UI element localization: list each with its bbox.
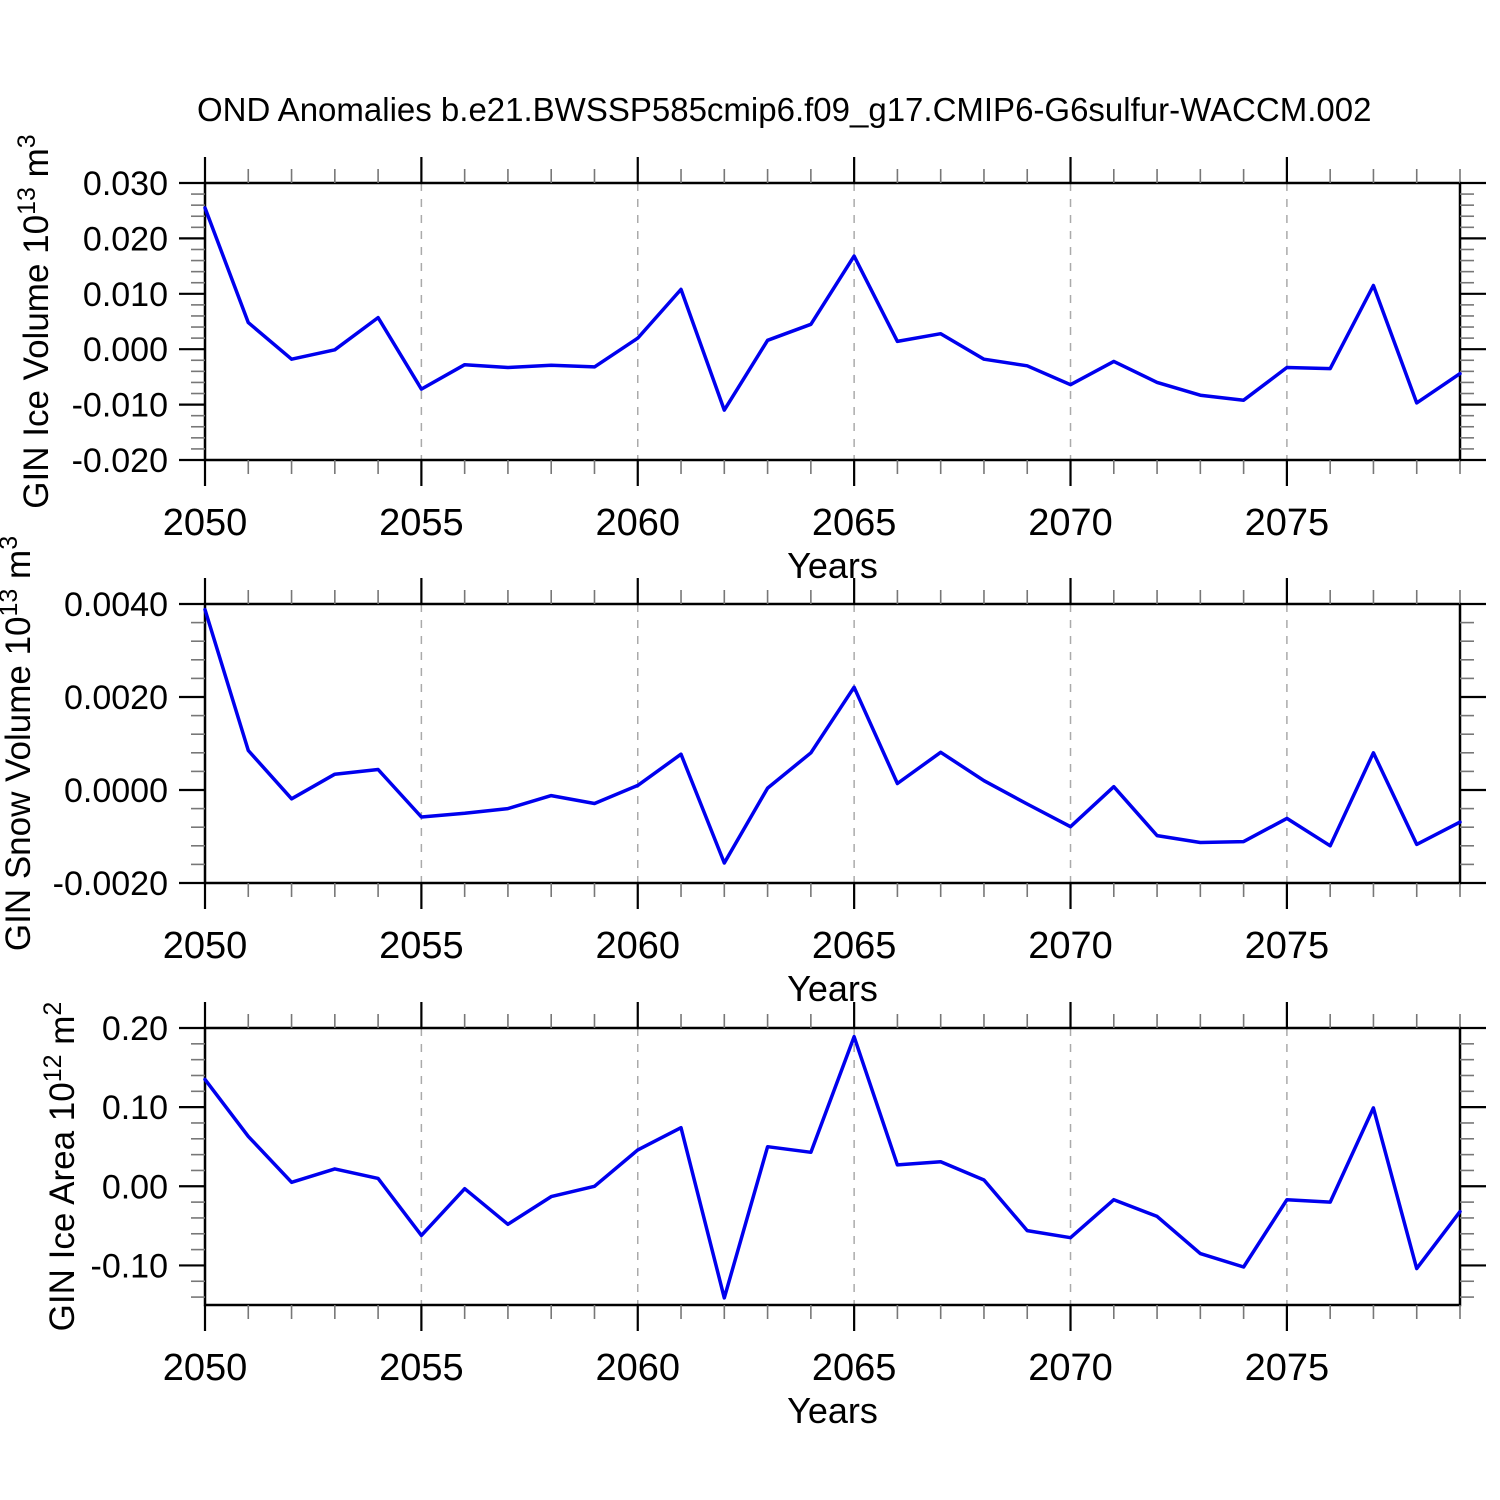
gin-snow-volume-line (203, 607, 1462, 865)
xtick-label-2060: 2060 (595, 502, 680, 544)
ytick-label: 0.0000 (64, 772, 168, 810)
ytick-label: 0.030 (83, 165, 168, 203)
xtick-label-2050: 2050 (163, 502, 248, 544)
xaxis-title: Years (787, 1390, 878, 1431)
yaxis-title: GIN Snow Volume 1013 m3 (0, 536, 38, 951)
xaxis-title: Years (787, 545, 878, 586)
xtick-label-2060: 2060 (595, 1347, 680, 1389)
ytick-label: 0.010 (83, 276, 168, 314)
xtick-label-2070: 2070 (1028, 502, 1113, 544)
ytick-label: -0.010 (72, 387, 168, 425)
ytick-label: 0.20 (102, 1010, 168, 1048)
chart-title: OND Anomalies b.e21.BWSSP585cmip6.f09_g1… (197, 91, 1371, 128)
xtick-label-2065: 2065 (812, 925, 897, 967)
ytick-label: -0.020 (72, 442, 168, 480)
xtick-label-2055: 2055 (379, 925, 464, 967)
plot-frame (203, 1026, 1462, 1307)
xaxis-title: Years (787, 968, 878, 1009)
xtick-label-2075: 2075 (1245, 502, 1330, 544)
ytick-label: 0.10 (102, 1089, 168, 1127)
gin-snow-volume-panel: 0.0040 0.0020 0.0000 -0.0020 2050 2055 2060 206… (0, 536, 1486, 1009)
plot-frame (203, 602, 1462, 885)
yaxis-title: GIN Ice Volume 1013 m3 (13, 134, 56, 508)
xtick-label-2075: 2075 (1245, 1347, 1330, 1389)
xtick-label-2070: 2070 (1028, 925, 1113, 967)
panels-group: 0.030 0.020 0.010 0.000 -0.010 -0.020 2050 2055… (0, 134, 1486, 1431)
gin-ice-volume-line (203, 206, 1462, 412)
ytick-label: 0.0020 (64, 679, 168, 717)
ytick-label: 0.020 (83, 220, 168, 258)
ytick-label: 0.0040 (64, 586, 168, 624)
xtick-label-2070: 2070 (1028, 1347, 1113, 1389)
xtick-label-2055: 2055 (379, 1347, 464, 1389)
xtick-label-2060: 2060 (595, 925, 680, 967)
xtick-label-2065: 2065 (812, 502, 897, 544)
xtick-label-2050: 2050 (163, 1347, 248, 1389)
xtick-label-2075: 2075 (1245, 925, 1330, 967)
xtick-label-2050: 2050 (163, 925, 248, 967)
yaxis-title: GIN Ice Area 1012 m2 (39, 1002, 82, 1332)
gin-ice-area-panel: 0.20 0.10 0.00 -0.10 2050 2055 2060 2065 2070 207… (39, 1002, 1486, 1431)
ytick-label: 0.000 (83, 331, 168, 369)
plot-frame (203, 181, 1462, 462)
ytick-label: -0.10 (91, 1247, 169, 1285)
gin-ice-area-line (203, 1034, 1462, 1300)
ytick-label: 0.00 (102, 1168, 168, 1206)
xtick-label-2065: 2065 (812, 1347, 897, 1389)
gin-ice-volume-panel: 0.030 0.020 0.010 0.000 -0.010 -0.020 2050 2055… (13, 134, 1486, 586)
xtick-label-2055: 2055 (379, 502, 464, 544)
ytick-label: -0.0020 (53, 865, 168, 903)
